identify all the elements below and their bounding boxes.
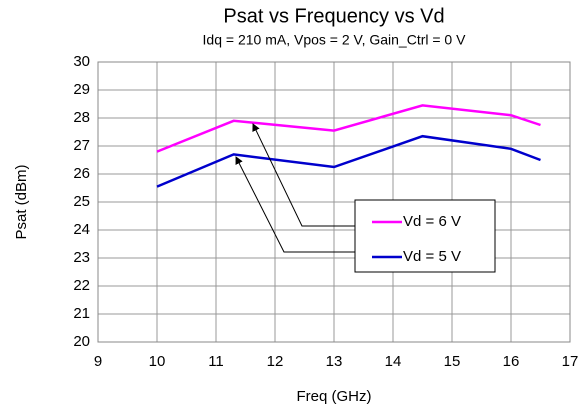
legend-label: Vd = 5 V — [403, 248, 461, 265]
chart-title: Psat vs Frequency vs Vd — [223, 5, 444, 27]
y-axis-label: Psat (dBm) — [13, 164, 30, 239]
annotation-arrow — [235, 156, 355, 253]
legend — [354, 199, 496, 273]
chart-subtitle: Idq = 210 mA, Vpos = 2 V, Gain_Ctrl = 0 … — [203, 32, 467, 48]
x-tick-label: 12 — [267, 353, 284, 370]
y-tick-label: 22 — [73, 277, 90, 294]
x-tick-label: 10 — [149, 353, 166, 370]
y-tick-label: 29 — [73, 81, 90, 98]
x-tick-label: 11 — [208, 353, 224, 370]
y-tick-label: 20 — [73, 333, 90, 350]
plot-border — [97, 61, 571, 343]
x-tick-label: 15 — [444, 353, 461, 370]
y-tick-label: 23 — [73, 249, 90, 266]
x-tick-label: 13 — [326, 353, 343, 370]
y-tick-label: 27 — [73, 137, 90, 154]
x-tick-label: 16 — [503, 353, 520, 370]
y-tick-label: 30 — [73, 53, 90, 70]
legend-entries: Vd = 6 V Vd = 5 V — [372, 213, 461, 265]
y-tick-label: 25 — [73, 193, 90, 210]
plot-area: 20 21 22 23 24 25 26 27 28 29 30 9 10 11 12 13 14 15 16 17 — [73, 53, 578, 370]
series-line — [156, 104, 541, 153]
y-tick-label: 26 — [73, 165, 90, 182]
y-tick-label: 28 — [73, 109, 90, 126]
series-line — [156, 134, 541, 188]
y-tick-label: 24 — [73, 221, 90, 238]
y-tick-label: 21 — [73, 305, 90, 322]
x-axis-label: Freq (GHz) — [297, 388, 372, 405]
x-tick-label: 14 — [385, 353, 402, 370]
annotation-arrow — [252, 123, 355, 227]
x-tick-label: 17 — [562, 353, 579, 370]
legend-label: Vd = 6 V — [403, 213, 461, 230]
x-tick-label: 9 — [94, 353, 102, 370]
